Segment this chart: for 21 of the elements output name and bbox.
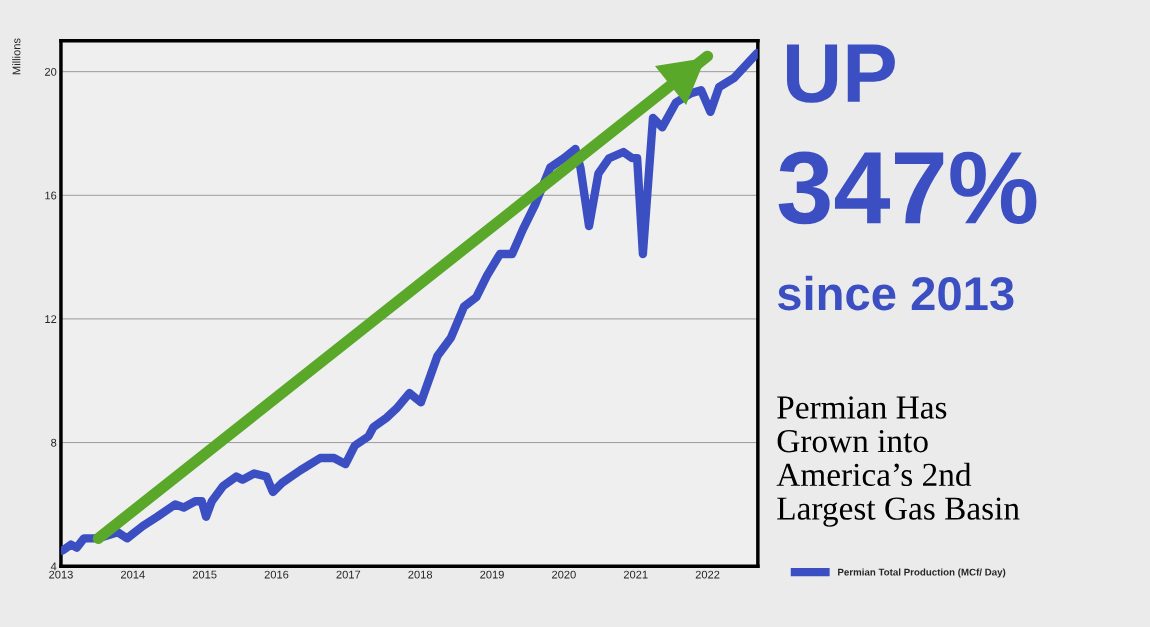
text: Permian Has Grown into America’s 2nd Largest Gas Basin [776, 396, 1020, 527]
x-tick-label: 2020 [552, 570, 576, 579]
x-tick-label: 2016 [264, 570, 289, 579]
x-tick-label: 2015 [192, 570, 217, 579]
text: UP [787, 44, 895, 103]
y-tick-label: 4 [50, 562, 57, 571]
y-tick-label: 16 [45, 191, 57, 200]
x-tick-label: 2022 [695, 570, 720, 579]
y-tick-label: 8 [51, 438, 57, 447]
x-tick-label: 2021 [623, 570, 648, 579]
legend-label: Permian Total Production (MCf/ Day) [838, 568, 1006, 578]
x-tick-label: 2014 [121, 570, 145, 579]
y-tick-label: 12 [45, 315, 57, 323]
x-tick-label: 2013 [49, 570, 73, 579]
x-tick-label: 2018 [408, 570, 433, 579]
text: 347% [778, 151, 1037, 225]
x-tick-label: 2017 [336, 570, 361, 579]
x-tick-label: 2019 [480, 570, 504, 579]
y-axis-title: Millions [12, 38, 21, 75]
text: since 2013 [777, 275, 1014, 311]
y-tick-label: 20 [44, 67, 57, 76]
